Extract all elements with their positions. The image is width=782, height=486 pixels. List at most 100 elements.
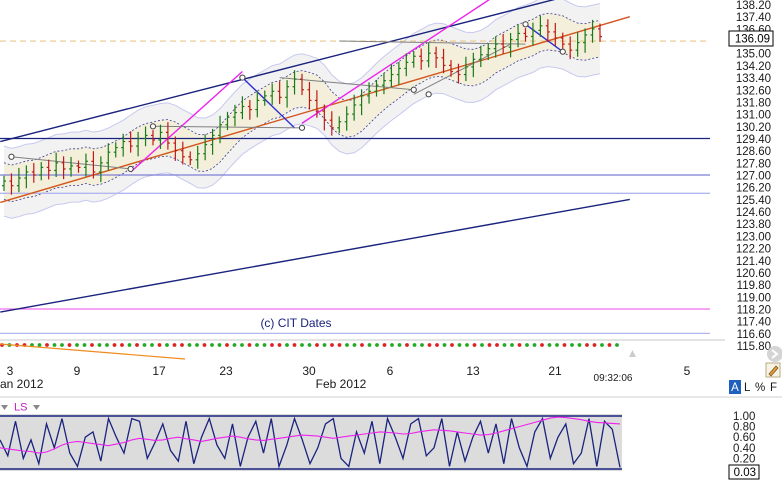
log-scale-button[interactable]: L	[744, 382, 751, 394]
x-tick-label: 30	[302, 364, 316, 378]
x-tick-label: 13	[466, 364, 480, 378]
price-bar	[165, 122, 170, 150]
price-bar	[158, 124, 163, 149]
cit-dot-63	[472, 343, 477, 347]
cit-dot-16	[120, 343, 124, 347]
cit-dot-26	[195, 343, 199, 347]
cit-dot-43	[322, 343, 327, 347]
trendline-blue-swing-1	[241, 77, 296, 129]
cit-dot-32	[240, 343, 244, 347]
scroll-right-button[interactable]	[767, 346, 782, 362]
price-bar	[441, 48, 446, 74]
y-tick-label: 138.20	[736, 0, 771, 12]
y-tick-label: 123.00	[736, 231, 771, 243]
cit-dot-67	[502, 343, 507, 347]
osc-y-tick-label: 0.20	[733, 453, 755, 465]
price-bar	[277, 81, 282, 104]
swing-marker-3	[239, 74, 246, 81]
chevron-right-icon	[771, 349, 779, 359]
cit-dot-80	[600, 343, 604, 347]
osc-y-tick-label: 0.80	[733, 422, 755, 434]
x-tick-label: 3	[7, 364, 14, 378]
cit-dot-62	[465, 343, 469, 347]
outer-band-lower	[3, 66, 601, 219]
price-bar	[98, 156, 103, 183]
trendline-magenta-1	[130, 70, 243, 173]
y-tick-label: 116.60	[737, 329, 771, 341]
price-bar	[218, 115, 223, 144]
price-bar	[69, 156, 74, 177]
horizontal-levels	[0, 40, 710, 335]
cit-dot-71	[532, 343, 537, 347]
cit-dot-17	[127, 343, 132, 347]
date-x-axis: 3 9 17 23 30 6 13 21 5	[7, 364, 691, 378]
price-bar	[54, 152, 59, 177]
swing-marker-4	[298, 124, 306, 131]
x-tick-label: 9	[74, 364, 81, 378]
y-tick-label: 115.80	[737, 341, 771, 353]
cit-dot-56	[420, 343, 424, 347]
y-tick-label: 135.00	[736, 49, 771, 61]
cit-dot-59	[442, 343, 447, 347]
cit-dot-60	[450, 343, 454, 347]
price-bar	[121, 133, 126, 157]
cit-dot-21	[157, 343, 162, 347]
indicator-header[interactable]: LS	[1, 402, 40, 414]
swing-marker-5	[410, 86, 417, 93]
price-bar	[545, 19, 550, 43]
indicator-name: LS	[14, 402, 27, 414]
price-bar	[39, 162, 44, 181]
cit-dot-77	[577, 343, 582, 347]
price-bar	[143, 126, 148, 147]
price-bar	[553, 22, 558, 46]
y-tick-label: 117.40	[737, 317, 771, 329]
auto-scale-button[interactable]	[729, 380, 741, 394]
cit-dot-31	[232, 343, 237, 347]
chevron-down-icon	[33, 405, 40, 410]
cit-dot-13	[97, 343, 102, 347]
price-bar	[389, 64, 394, 88]
y-tick-label: 128.60	[736, 146, 771, 158]
cit-dot-6	[45, 343, 49, 347]
cit-dot-14	[105, 343, 109, 347]
current-price-box	[728, 30, 774, 47]
percent-scale-button[interactable]: %	[755, 382, 765, 394]
pencil-tool-button[interactable]	[765, 362, 781, 378]
x-tick-label: 21	[548, 364, 562, 378]
price-bar	[560, 32, 565, 50]
cit-dot-64	[480, 343, 484, 347]
cit-dot-27	[202, 343, 207, 347]
price-bar	[270, 83, 275, 105]
x-tick-label: 5	[684, 364, 691, 378]
osc-series-0	[0, 416, 621, 469]
connector-line-4	[339, 40, 526, 45]
y-tick-label: 122.20	[736, 244, 771, 256]
scroll-up-triangle[interactable]	[629, 350, 636, 357]
price-bar	[575, 32, 580, 57]
swing-marker-8	[559, 48, 566, 55]
cit-dot-10	[75, 343, 79, 347]
price-bar	[456, 63, 461, 84]
cit-orange-line	[0, 343, 186, 360]
cit-dot-11	[82, 343, 87, 347]
price-bar	[83, 153, 88, 177]
cit-dot-81	[607, 343, 612, 347]
cit-dot-12	[90, 343, 94, 347]
price-bar	[91, 151, 96, 179]
price-bar	[322, 104, 327, 131]
price-bar	[486, 43, 491, 61]
cit-dot-48	[360, 343, 364, 347]
price-bar	[16, 167, 21, 193]
cit-dot-49	[367, 343, 372, 347]
time-readout: 09:32:06	[594, 373, 633, 384]
connector-line-3	[413, 43, 511, 95]
fixed-scale-button[interactable]: F	[770, 382, 777, 394]
price-bar	[583, 28, 588, 53]
price-bar	[359, 89, 364, 116]
cit-dot-73	[547, 343, 552, 347]
cit-dot-76	[570, 343, 574, 347]
y-tick-label: 130.20	[736, 122, 771, 134]
price-bar	[300, 73, 304, 96]
cit-dot-36	[270, 343, 274, 347]
